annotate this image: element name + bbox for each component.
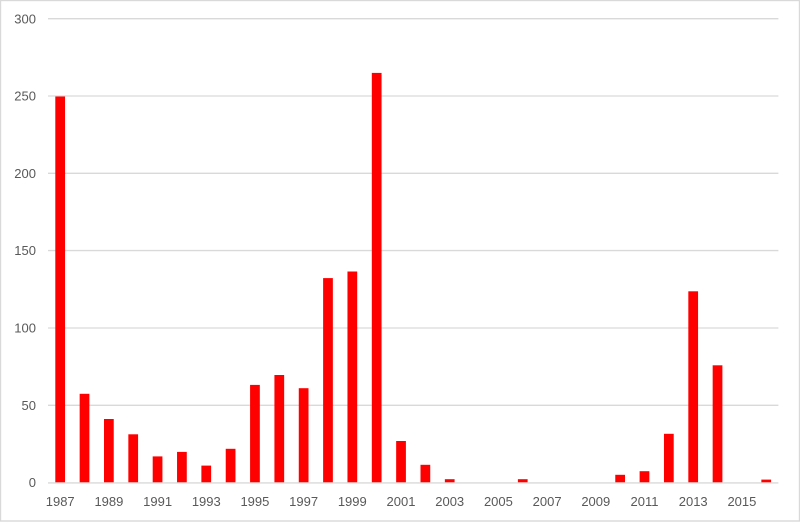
svg-text:2011: 2011	[631, 494, 659, 509]
svg-text:1997: 1997	[289, 494, 318, 509]
svg-text:2005: 2005	[484, 494, 513, 509]
svg-text:2015: 2015	[727, 494, 756, 509]
svg-text:100: 100	[14, 321, 36, 336]
svg-text:2013: 2013	[679, 494, 708, 509]
svg-text:150: 150	[14, 243, 36, 258]
svg-text:2001: 2001	[387, 494, 416, 509]
svg-text:0: 0	[29, 475, 36, 490]
svg-text:1993: 1993	[192, 494, 221, 509]
svg-text:2009: 2009	[581, 494, 610, 509]
svg-text:1995: 1995	[240, 494, 269, 509]
svg-text:200: 200	[14, 166, 36, 181]
svg-text:300: 300	[14, 11, 36, 26]
svg-text:1999: 1999	[338, 494, 367, 509]
svg-text:2003: 2003	[435, 494, 464, 509]
svg-text:2007: 2007	[533, 494, 562, 509]
svg-text:1987: 1987	[46, 494, 75, 509]
svg-text:1991: 1991	[143, 494, 172, 509]
svg-text:50: 50	[22, 398, 36, 413]
svg-text:1989: 1989	[94, 494, 123, 509]
svg-text:250: 250	[14, 89, 36, 104]
